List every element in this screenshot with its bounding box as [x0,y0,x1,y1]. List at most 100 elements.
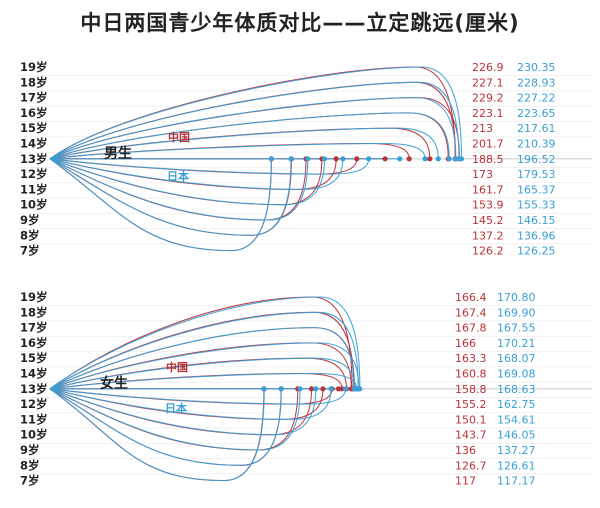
japan-arc [49,388,332,420]
japan-value-label: 165.37 [517,183,556,196]
japan-point [305,156,311,162]
japan-value-label: 223.65 [517,107,556,120]
china-value-label: 160.8 [455,368,487,381]
japan-point [366,156,372,162]
japan-arc [49,158,370,175]
china-value-label: 161.7 [472,183,504,196]
age-label: 7岁 [20,244,40,258]
japan-value-label: 196.52 [517,153,556,166]
china-value-label: 173 [472,168,493,181]
china-value-label: 213 [472,122,493,135]
china-arc [49,388,333,405]
china-point [320,386,326,392]
japan-arc [49,158,326,206]
china-value-label: 137.2 [472,229,504,242]
china-arc [49,158,358,175]
japan-arc [49,342,360,390]
japan-value-label: 170.80 [497,291,536,304]
china-value-label: 126.2 [472,245,504,258]
japan-value-label: 146.05 [497,429,536,442]
china-value-label: 227.1 [472,76,504,89]
china-point [382,156,388,162]
japan-value-label: 126.61 [497,459,536,472]
age-label: 9岁 [20,443,40,457]
japan-point [261,386,267,392]
japan-value-label: 167.55 [497,322,536,335]
china-value-label: 166.4 [455,291,487,304]
japan-point [435,156,441,162]
japan-point [446,156,452,162]
china-arc [49,311,355,390]
age-label: 15岁 [20,351,48,365]
china-value-label: 166 [455,337,476,350]
china-value-label: 155.2 [455,398,487,411]
age-label: 19岁 [20,60,48,74]
age-label: 10岁 [20,428,48,442]
japan-point [422,156,428,162]
china-value-label: 223.1 [472,107,504,120]
panel-label: 男生 [104,145,132,162]
japan-value-label: 137.27 [497,444,536,457]
china-value-label: 145.2 [472,214,504,227]
japan-value-label: 162.75 [497,398,536,411]
japan-point [268,156,275,162]
china-point [406,156,412,162]
japan-value-label: 168.63 [497,383,536,396]
japan-arc [49,388,301,451]
china-value-label: 167.4 [455,306,487,319]
china-value-label: 158.8 [455,383,487,396]
panel-label: 女生 [100,375,128,392]
japan-arc [49,158,292,236]
japan-value-label: 136.96 [517,229,556,242]
age-label: 18岁 [20,305,48,319]
china-value-label: 153.9 [472,199,504,212]
japan-arc [49,127,439,160]
japan-arc [49,158,272,252]
japan-arc [49,158,344,190]
china-value-label: 167.8 [455,322,487,335]
japan-value-label: 169.90 [497,306,536,319]
japan-value-label: 117.17 [497,475,536,488]
japan-value-label: 210.39 [517,138,556,151]
japan-value-label: 217.61 [517,122,556,135]
china-value-label: 117 [455,475,476,488]
japan-arc [49,66,463,160]
china-value-label: 226.9 [472,61,504,74]
china-value-label: 150.1 [455,413,487,426]
japan-value-label: 154.61 [497,413,536,426]
japan-value-label: 230.35 [517,61,556,74]
japan-point [278,386,284,392]
age-label: 17岁 [20,91,48,105]
japan-point [313,386,319,392]
japan-arc [49,388,317,436]
japan-value-label: 126.25 [517,245,556,258]
age-label: 15岁 [20,121,48,135]
japan-point [340,156,346,162]
age-label: 11岁 [20,182,48,196]
japan-arc [49,97,457,160]
china-point [308,386,315,392]
china-legend-label: 中国 [168,130,190,144]
chart-title: 中日两国青少年体质对比——立定跳远(厘米) [80,11,520,35]
japan-arc [49,388,282,466]
japan-value-label: 155.33 [517,199,556,212]
japan-point [353,386,359,392]
china-legend-label: 中国 [166,360,188,374]
age-label: 8岁 [20,458,40,472]
china-point [354,156,360,162]
japan-arc [49,296,361,390]
age-label: 7岁 [20,474,40,488]
japan-point [321,156,328,162]
age-label: 18岁 [20,75,48,89]
japan-point [397,156,403,162]
china-point [335,386,342,392]
japan-value-label: 227.22 [517,92,556,105]
china-value-label: 188.5 [472,153,504,166]
japan-legend-label: 日本 [167,169,189,183]
age-label: 16岁 [20,106,48,120]
age-label: 14岁 [20,367,48,381]
age-label: 13岁 [20,152,48,166]
japan-value-label: 168.07 [497,352,536,365]
